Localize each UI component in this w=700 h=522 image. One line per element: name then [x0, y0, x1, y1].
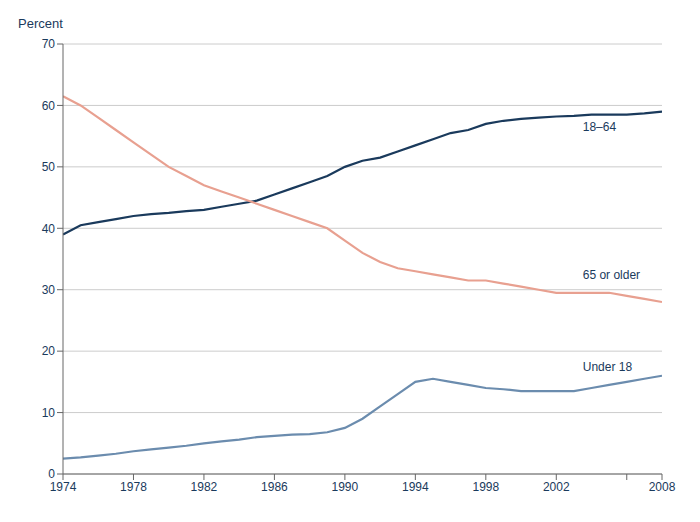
svg-text:30: 30 — [42, 283, 56, 297]
svg-text:0: 0 — [48, 467, 55, 481]
svg-text:65 or older: 65 or older — [583, 268, 640, 282]
svg-text:Under 18: Under 18 — [583, 360, 633, 374]
svg-text:1994: 1994 — [402, 480, 429, 494]
svg-text:2002: 2002 — [543, 480, 570, 494]
svg-text:50: 50 — [42, 160, 56, 174]
svg-text:70: 70 — [42, 37, 56, 51]
svg-text:1974: 1974 — [50, 480, 77, 494]
svg-text:20: 20 — [42, 344, 56, 358]
svg-text:1986: 1986 — [261, 480, 288, 494]
svg-text:2008: 2008 — [649, 480, 676, 494]
svg-text:1978: 1978 — [120, 480, 147, 494]
svg-text:1998: 1998 — [472, 480, 499, 494]
svg-text:1990: 1990 — [332, 480, 359, 494]
svg-text:40: 40 — [42, 222, 56, 236]
svg-text:Percent: Percent — [18, 16, 63, 31]
svg-text:60: 60 — [42, 99, 56, 113]
svg-text:1982: 1982 — [191, 480, 218, 494]
svg-text:10: 10 — [42, 406, 56, 420]
svg-text:18–64: 18–64 — [583, 120, 617, 134]
